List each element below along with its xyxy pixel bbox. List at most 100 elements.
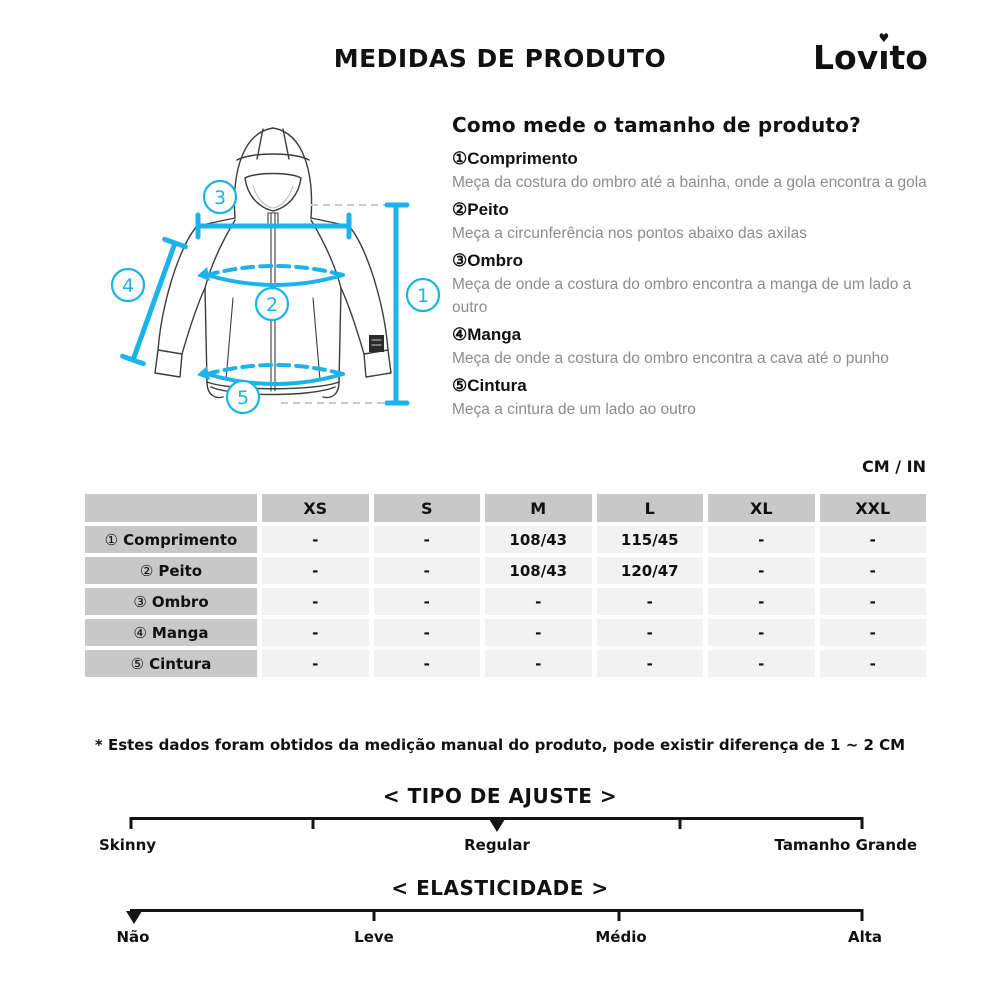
fit-label-skinny: Skinny: [99, 836, 157, 854]
units-label: CM / IN: [862, 457, 926, 476]
guide-item-label: Ombro: [467, 251, 523, 270]
fit-label-tamanho-grande: Tamanho Grande: [774, 836, 917, 854]
elasticity-scale: [126, 909, 864, 925]
guide-item-peito: ②Peito: [452, 198, 944, 222]
garment-measure-diagram: 1 2 3 4 5: [110, 127, 441, 415]
callout-circle-3: [202, 179, 238, 215]
table-cell: -: [596, 588, 703, 615]
dashed-guide-lines: [281, 204, 387, 404]
guide-item-desc: Meça a cintura de um lado ao outro: [452, 401, 696, 418]
guide-item-label: Manga: [467, 325, 522, 344]
scale-tick: [311, 817, 315, 829]
row-number: ④: [133, 623, 147, 642]
row-number: ⑤: [130, 654, 145, 673]
table-cell: -: [373, 526, 480, 553]
column-header-m: M: [485, 494, 592, 522]
table-cell: -: [262, 557, 369, 584]
row-number: ①: [104, 530, 119, 549]
elasticity-label-nao: Não: [116, 928, 150, 946]
table-cell: -: [485, 650, 592, 677]
guide-item-desc: Meça da costura do ombro até a bainha, o…: [452, 174, 927, 191]
page-title: MEDIDAS DE PRODUTO: [333, 44, 667, 73]
table-cell: -: [708, 526, 815, 553]
table-cell: -: [262, 588, 369, 615]
fit-label-regular: Regular: [464, 836, 530, 854]
table-cell: 115/45: [596, 526, 703, 553]
diagram-callouts: 1 2 3 4 5: [110, 179, 441, 415]
callout-number-2: 2: [266, 294, 278, 316]
fit-marker-icon: [488, 819, 505, 832]
brand-logo: Lovı ♥ to: [813, 31, 928, 77]
scale-tick: [860, 817, 864, 829]
table-cell: -: [373, 619, 480, 646]
measurement-disclaimer: * Estes dados foram obtidos da medição m…: [94, 736, 906, 754]
brand-logo-letter-i: ı ♥: [878, 31, 890, 77]
brand-logo-text-post: to: [889, 38, 928, 77]
elasticity-scale-line: [130, 909, 863, 912]
guide-item-cintura: ⑤Cintura: [452, 374, 944, 398]
row-label-cintura: ⑤ Cintura: [85, 650, 257, 677]
callout-circle-5: [225, 379, 261, 415]
brand-logo-i-stem: ı: [878, 38, 890, 77]
table-cell: -: [373, 588, 480, 615]
guide-item-desc: Meça de onde a costura do ombro encontra…: [452, 350, 889, 367]
callout-circle-4: [110, 267, 146, 303]
column-header-s: S: [373, 494, 480, 522]
elasticity-label-medio: Médio: [595, 928, 647, 946]
guide-item-label: Cintura: [467, 376, 527, 395]
guide-item-label: Peito: [467, 200, 509, 219]
table-cell: -: [819, 619, 926, 646]
guide-item-number: ②: [452, 200, 468, 219]
row-label-comprimento: ① Comprimento: [85, 526, 257, 553]
fit-scale: [129, 817, 864, 833]
fit-scale-title: < TIPO DE AJUSTE >: [382, 784, 618, 808]
table-cell: -: [596, 619, 703, 646]
hoodie-drawing: [154, 127, 392, 399]
row-label-peito: ② Peito: [85, 557, 257, 584]
table-cell: -: [819, 526, 926, 553]
callout-circle-1: [405, 277, 441, 313]
guide-item-label: Comprimento: [467, 149, 578, 168]
table-cell: 120/47: [596, 557, 703, 584]
row-label-manga: ④ Manga: [85, 619, 257, 646]
scale-tick: [678, 817, 682, 829]
callout-number-1: 1: [417, 285, 429, 307]
table-cell: -: [262, 526, 369, 553]
brand-logo-text-pre: Lov: [813, 38, 879, 77]
guide-item-number: ⑤: [452, 376, 468, 395]
table-cell: -: [596, 650, 703, 677]
row-label-text: Peito: [158, 561, 203, 580]
chest-arrow-icon: [197, 267, 210, 281]
guide-item-desc: Meça de onde a costura do ombro encontra…: [452, 276, 912, 316]
row-label-text: Cintura: [149, 654, 212, 673]
row-label-text: Manga: [151, 623, 209, 642]
elasticity-label-leve: Leve: [354, 928, 394, 946]
table-cell: -: [708, 619, 815, 646]
table-cell: -: [485, 619, 592, 646]
guide-item-number: ③: [452, 251, 468, 270]
table-cell: -: [708, 588, 815, 615]
guide-item-desc: Meça a circunferência nos pontos abaixo …: [452, 225, 807, 242]
row-number: ②: [139, 561, 154, 580]
callout-number-4: 4: [122, 275, 134, 297]
table-cell: -: [262, 619, 369, 646]
measurement-marks: [120, 202, 410, 406]
guide-heading: Como mede o tamanho de produto?: [452, 113, 861, 137]
table-cell: -: [262, 650, 369, 677]
table-cell: -: [708, 650, 815, 677]
table-cell: -: [373, 557, 480, 584]
guide-item-manga: ④Manga: [452, 323, 944, 347]
elasticity-label-alta: Alta: [847, 928, 883, 946]
table-cell: 108/43: [485, 526, 592, 553]
column-header-l: L: [596, 494, 703, 522]
callout-circle-2: [254, 286, 290, 322]
sleeve-measure-line: [130, 240, 178, 363]
column-header-xl: XL: [708, 494, 815, 522]
callout-number-5: 5: [237, 387, 249, 409]
scale-tick: [129, 817, 133, 829]
measure-guide: Como mede o tamanho de produto? ①Comprim…: [452, 113, 944, 421]
row-label-ombro: ③ Ombro: [85, 588, 257, 615]
callout-number-3: 3: [214, 187, 226, 209]
row-label-text: Ombro: [151, 592, 209, 611]
table-cell: -: [819, 650, 926, 677]
